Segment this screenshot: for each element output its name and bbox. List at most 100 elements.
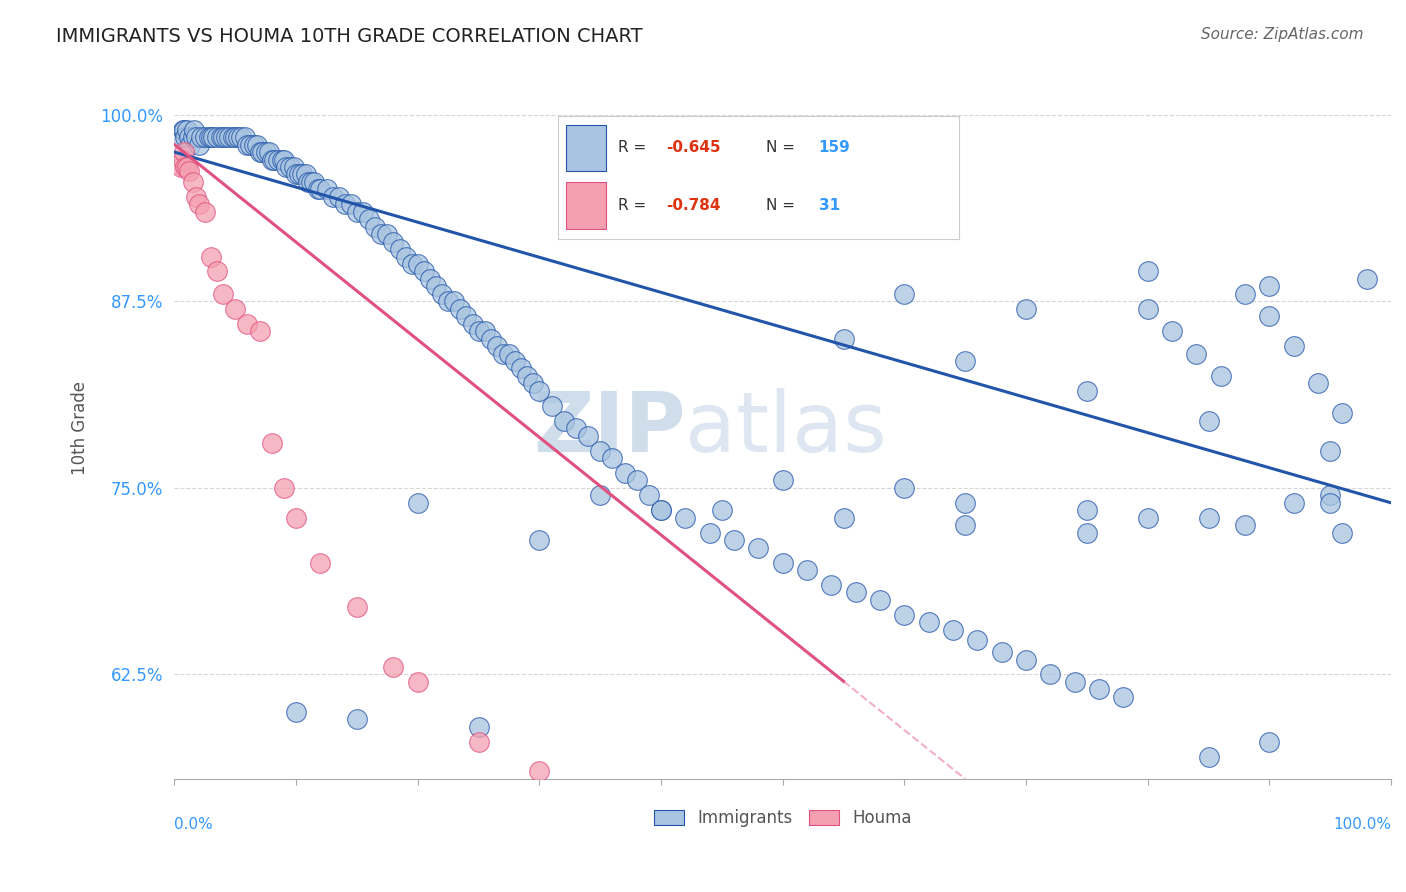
Point [377, 227, 399, 242]
Text: atlas: atlas [685, 388, 887, 468]
Point [169, 130, 191, 145]
Point [565, 421, 588, 435]
Point [1161, 324, 1184, 338]
Point [576, 428, 599, 442]
Point [492, 346, 515, 360]
Point [176, 160, 198, 174]
Point [1088, 682, 1111, 697]
Point [224, 130, 246, 145]
Point [273, 153, 295, 167]
Point [638, 488, 661, 502]
Point [772, 556, 794, 570]
Point [285, 510, 308, 524]
Point [412, 264, 434, 278]
Point [1282, 339, 1305, 353]
Text: 100.0%: 100.0% [1333, 817, 1391, 832]
Point [1076, 384, 1098, 398]
Text: IMMIGRANTS VS HOUMA 10TH GRADE CORRELATION CHART: IMMIGRANTS VS HOUMA 10TH GRADE CORRELATI… [56, 27, 643, 45]
Point [1198, 414, 1220, 428]
Point [747, 869, 769, 883]
Point [254, 145, 277, 159]
Point [236, 137, 259, 152]
Point [382, 660, 405, 674]
Point [285, 168, 308, 182]
Point [1319, 488, 1341, 502]
Point [1234, 286, 1257, 301]
Point [443, 294, 465, 309]
Y-axis label: 10th Grade: 10th Grade [72, 381, 89, 475]
Point [249, 145, 271, 159]
Point [893, 481, 915, 495]
Point [352, 204, 374, 219]
Point [239, 137, 262, 152]
Point [1076, 503, 1098, 517]
Point [285, 705, 308, 719]
Point [942, 623, 965, 637]
Point [516, 368, 538, 383]
Point [172, 122, 194, 136]
Point [1015, 301, 1038, 316]
Point [187, 137, 209, 152]
Point [194, 204, 217, 219]
Point [259, 145, 281, 159]
Point [283, 160, 305, 174]
Point [177, 130, 200, 145]
Point [340, 197, 363, 211]
Point [273, 481, 295, 495]
Point [589, 488, 612, 502]
Point [772, 884, 794, 892]
Point [295, 168, 318, 182]
Point [194, 130, 217, 145]
Point [437, 294, 460, 309]
Point [747, 541, 769, 555]
Point [406, 496, 429, 510]
Point [174, 160, 197, 174]
Point [1136, 264, 1159, 278]
Point [461, 317, 484, 331]
Point [1319, 496, 1341, 510]
Point [966, 633, 988, 648]
Point [723, 533, 745, 548]
Point [772, 474, 794, 488]
Point [173, 122, 195, 136]
Point [179, 137, 201, 152]
Point [181, 130, 204, 145]
Point [173, 145, 195, 159]
Point [246, 137, 269, 152]
Point [510, 361, 533, 376]
Point [181, 175, 204, 189]
Point [1355, 272, 1378, 286]
Point [346, 204, 368, 219]
Point [626, 474, 648, 488]
Point [278, 160, 301, 174]
Point [291, 168, 314, 182]
Point [498, 346, 520, 360]
Point [267, 153, 290, 167]
Point [1198, 510, 1220, 524]
Point [893, 286, 915, 301]
Point [174, 130, 197, 145]
Point [394, 250, 416, 264]
Point [456, 310, 478, 324]
Point [205, 130, 228, 145]
Point [209, 130, 232, 145]
Point [485, 339, 508, 353]
Point [845, 585, 868, 599]
Point [699, 525, 721, 540]
Point [796, 563, 818, 577]
Point [346, 712, 368, 726]
Point [918, 615, 941, 630]
Point [1331, 525, 1354, 540]
Point [990, 645, 1012, 659]
Point [953, 354, 976, 368]
Point [197, 130, 219, 145]
Point [522, 376, 544, 391]
Point [1331, 406, 1354, 420]
Point [322, 190, 344, 204]
Point [589, 443, 612, 458]
Point [529, 764, 551, 779]
Point [1076, 525, 1098, 540]
Point [1234, 518, 1257, 533]
Point [1185, 346, 1208, 360]
Point [1136, 301, 1159, 316]
